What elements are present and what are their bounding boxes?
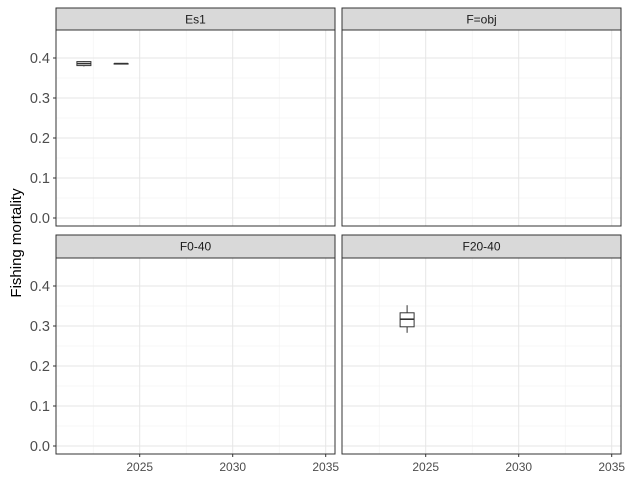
y-axes: 0.0 0.1 0.2 0.3 0.4 0.0 0.1 0.2 0.3 0.4 — [30, 51, 56, 455]
facet-strip-label: F=obj — [466, 13, 496, 27]
y-tick-label: 0.1 — [30, 171, 50, 187]
x-tick-label: 2035 — [598, 460, 625, 474]
y-tick-label: 0.2 — [30, 131, 50, 147]
y-tick-label: 0.0 — [30, 211, 50, 227]
boxplot — [399, 305, 415, 333]
y-tick-label: 0.0 — [30, 439, 50, 455]
boxplot — [113, 62, 129, 65]
x-axes: 2025 2030 2035 2025 2030 2035 — [126, 454, 625, 474]
panel-background — [56, 258, 335, 454]
x-tick-label: 2025 — [126, 460, 153, 474]
y-tick-label: 0.1 — [30, 399, 50, 415]
facet-strip-label: Es1 — [185, 13, 206, 27]
y-tick-label: 0.3 — [30, 91, 50, 107]
facet-panels: Es1 F=obj F0-40 F20-40 — [55, 7, 622, 455]
panel-background — [56, 30, 335, 226]
boxplot — [76, 61, 92, 67]
facet-strip-label: F20-40 — [462, 240, 500, 254]
facet-panel: F0-40 — [55, 234, 336, 455]
y-tick-label: 0.4 — [30, 279, 50, 295]
facet-panel: F20-40 — [341, 234, 622, 455]
facet-panel: Es1 — [55, 7, 336, 227]
panel-border — [341, 29, 622, 227]
x-tick-label: 2030 — [219, 460, 246, 474]
y-tick-label: 0.4 — [30, 51, 50, 67]
facet-strip-label: F0-40 — [180, 240, 212, 254]
panel-background — [342, 30, 621, 226]
y-tick-label: 0.3 — [30, 319, 50, 335]
y-tick-label: 0.2 — [30, 359, 50, 375]
x-tick-label: 2035 — [312, 460, 339, 474]
facet-panel: F=obj — [341, 7, 622, 227]
x-tick-label: 2025 — [412, 460, 439, 474]
panel-border — [55, 257, 336, 455]
x-tick-label: 2030 — [505, 460, 532, 474]
y-axis-label: Fishing mortality — [8, 188, 25, 298]
panel-border — [341, 257, 622, 455]
panel-background — [342, 258, 621, 454]
panel-border — [55, 29, 336, 227]
